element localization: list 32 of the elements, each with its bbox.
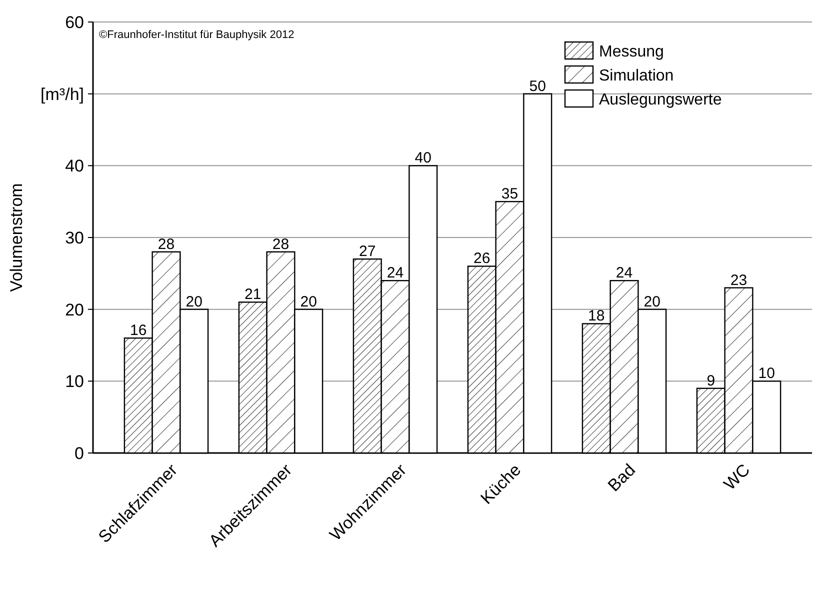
legend-label: Messung xyxy=(599,44,664,61)
y-tick-label: [m³/h] xyxy=(40,84,84,104)
legend-label: Auslegungswerte xyxy=(599,92,722,109)
data-label: 24 xyxy=(616,264,633,282)
data-label: 10 xyxy=(758,365,775,382)
data-label: 20 xyxy=(300,293,317,310)
data-label: 18 xyxy=(588,308,605,325)
data-label: 16 xyxy=(130,322,147,340)
y-tick-label: 30 xyxy=(65,228,84,248)
data-label: 35 xyxy=(501,186,518,203)
data-label: 50 xyxy=(529,78,546,95)
y-tick-label: 20 xyxy=(65,300,84,320)
y-tick-label: 0 xyxy=(74,444,84,463)
y-axis-title: Volumenstrom xyxy=(7,183,26,292)
data-label: 40 xyxy=(414,150,432,167)
legend-label: Simulation xyxy=(599,68,674,85)
data-label: 23 xyxy=(730,272,748,289)
data-label: 9 xyxy=(706,372,716,390)
annotation: ©Fraunhofer-Institut für Bauphysik 2012 xyxy=(99,29,294,41)
y-tick-label: 10 xyxy=(65,372,84,392)
x-tick-label: WC xyxy=(720,460,754,494)
data-label: 24 xyxy=(386,264,404,282)
data-label: 27 xyxy=(359,243,376,260)
data-label: 28 xyxy=(158,236,175,253)
data-label: 20 xyxy=(644,293,660,310)
y-tick-label: 40 xyxy=(65,156,84,176)
x-tick-label: Bad xyxy=(604,460,640,496)
data-label: 28 xyxy=(272,236,290,253)
data-label: 20 xyxy=(186,293,202,310)
data-label: 26 xyxy=(474,250,490,268)
data-label: 21 xyxy=(244,286,262,304)
y-tick-label: 60 xyxy=(65,12,84,32)
